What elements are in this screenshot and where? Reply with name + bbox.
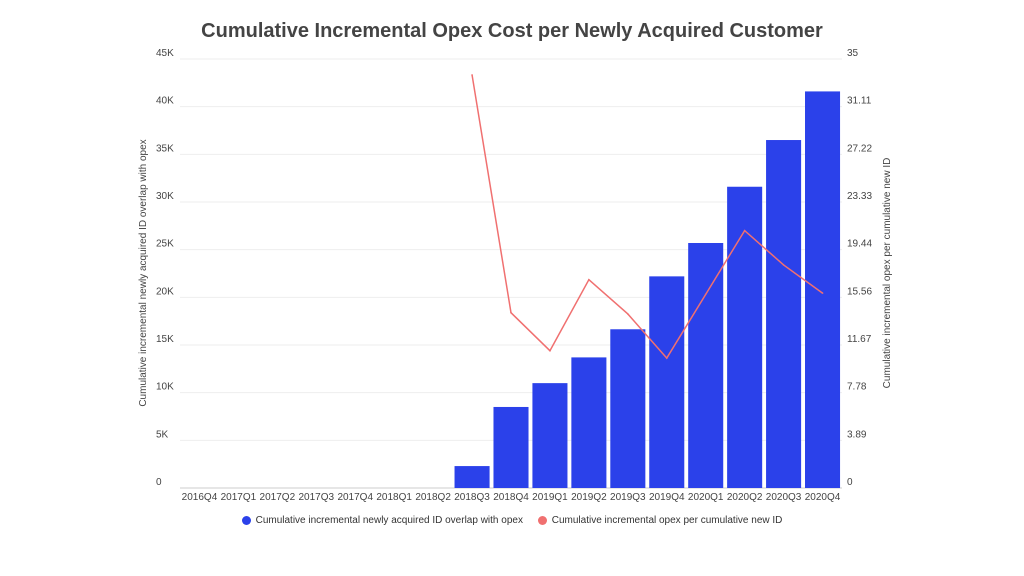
y-tick-label: 15K (156, 334, 174, 345)
x-tick-label: 2017Q2 (260, 492, 296, 503)
line-point-2019Q1 (549, 349, 551, 352)
legend: Cumulative incremental newly acquired ID… (0, 515, 1024, 528)
y-tick-label: 45K (156, 48, 174, 59)
line-point-2018Q3 (471, 74, 473, 76)
y2-tick-label: 27.22 (847, 143, 872, 154)
line-point-2019Q3 (627, 313, 629, 315)
bar-2019Q3 (610, 329, 646, 488)
line-point-2020Q4 (821, 292, 824, 294)
chart-title: Cumulative Incremental Opex Cost per New… (201, 20, 823, 42)
bar-2020Q3 (766, 140, 802, 489)
y-tick-label: 35K (156, 143, 174, 154)
line-point-2018Q4 (510, 311, 512, 314)
bar-2020Q2 (727, 186, 763, 488)
x-tick-label: 2017Q4 (337, 492, 373, 503)
bar-2018Q4 (493, 406, 529, 488)
y-axis-label: Cumulative incremental newly acquired ID… (138, 139, 149, 406)
x-tick-label: 2018Q2 (415, 492, 451, 503)
y2-tick-label: 15.56 (847, 286, 872, 297)
y2-tick-label: 19.44 (847, 239, 872, 250)
bar-2019Q4 (649, 276, 685, 488)
y2-tick-label: 0 (847, 477, 853, 488)
x-tick-label: 2019Q2 (571, 492, 607, 503)
y2-tick-label: 31.11 (847, 96, 872, 107)
bar-2020Q4 (805, 91, 841, 488)
line-point-2020Q2 (743, 229, 746, 232)
legend-item-line[interactable]: Cumulative incremental opex per cumulati… (537, 515, 783, 526)
legend-label: Cumulative incremental opex per cumulati… (551, 515, 783, 526)
line-point-2019Q2 (588, 278, 590, 281)
legend-label: Cumulative incremental newly acquired ID… (255, 515, 523, 526)
legend-item-bars[interactable]: Cumulative incremental newly acquired ID… (241, 515, 523, 526)
x-tick-label: 2020Q2 (727, 492, 763, 503)
x-tick-label: 2019Q1 (532, 492, 568, 503)
y-tick-label: 40K (156, 96, 174, 107)
y2-axis-label: Cumulative incremental opex per cumulati… (882, 158, 893, 389)
line-point-2020Q1 (704, 293, 707, 296)
x-tick-label: 2017Q1 (221, 492, 257, 503)
x-tick-label: 2016Q4 (182, 492, 218, 503)
y-tick-label: 30K (156, 191, 174, 202)
y2-tick-label: 11.67 (847, 334, 872, 345)
x-tick-label: 2020Q1 (688, 492, 724, 503)
x-tick-label: 2020Q4 (805, 492, 841, 503)
y-tick-label: 5K (156, 429, 169, 440)
y2-tick-label: 3.89 (847, 429, 867, 440)
legend-swatch (241, 516, 251, 525)
x-tick-label: 2019Q3 (610, 492, 646, 503)
y2-tick-label: 35 (847, 48, 859, 59)
line-series (471, 74, 823, 360)
x-tick-label: 2018Q3 (454, 492, 490, 503)
x-tick-label: 2018Q4 (493, 492, 529, 503)
x-tick-label: 2017Q3 (298, 492, 334, 503)
y-tick-label: 10K (156, 382, 174, 393)
y-tick-label: 0 (156, 477, 162, 488)
y2-tick-label: 23.33 (847, 191, 872, 202)
x-tick-label: 2018Q1 (376, 492, 412, 503)
bar-2019Q2 (571, 357, 607, 488)
line-point-2020Q3 (782, 264, 785, 266)
x-tick-label: 2019Q4 (649, 492, 685, 503)
line-point-2019Q4 (665, 357, 668, 359)
y-tick-label: 25K (156, 239, 174, 250)
x-tick-label: 2020Q3 (766, 492, 802, 503)
bar-2020Q1 (688, 242, 724, 488)
y2-tick-label: 7.78 (847, 382, 867, 393)
bar-2018Q3 (454, 466, 490, 488)
y-tick-label: 20K (156, 286, 174, 297)
legend-swatch (537, 516, 547, 525)
bar-2019Q1 (532, 383, 568, 488)
